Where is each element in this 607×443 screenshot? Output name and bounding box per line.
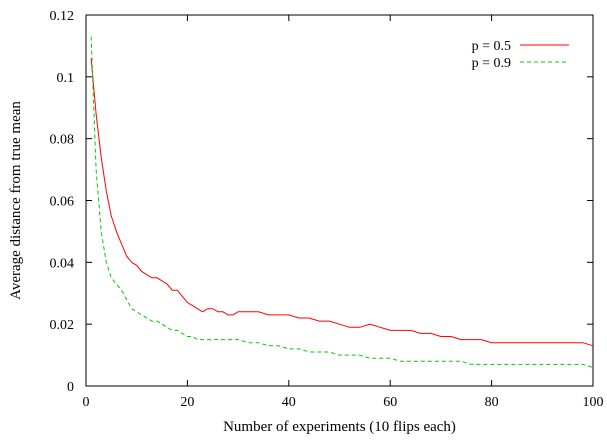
x-tick-label: 0 (83, 395, 90, 410)
x-tick-label: 100 (583, 395, 604, 410)
y-tick-label: 0.06 (50, 195, 75, 210)
y-tick-label: 0 (67, 380, 74, 395)
legend: p = 0.5 p = 0.9 (472, 39, 569, 71)
x-tick-label: 80 (485, 395, 499, 410)
y-tick-label: 0.12 (50, 9, 75, 24)
y-tick-label: 0.1 (57, 71, 75, 86)
y-axis-label: Average distance from true mean (8, 101, 24, 300)
series-layer (90, 36, 594, 368)
legend-label: p = 0.5 (472, 39, 511, 54)
series-line-1 (90, 58, 594, 347)
axis-ticks: 0 20 40 60 80 100 0 0.02 0.04 0.06 0.08 0.1 0.12 (50, 9, 604, 410)
plot-frame (85, 14, 594, 387)
y-tick-label: 0.04 (50, 256, 75, 271)
x-axis-label: Number of experiments (10 flips each) (223, 419, 456, 435)
x-tick-label: 60 (383, 395, 397, 410)
legend-label: p = 0.9 (472, 56, 511, 71)
x-tick-label: 20 (180, 395, 194, 410)
y-tick-label: 0.08 (50, 133, 75, 148)
y-tick-label: 0.02 (50, 318, 75, 333)
series-line-2 (90, 36, 594, 368)
x-tick-label: 40 (282, 395, 296, 410)
